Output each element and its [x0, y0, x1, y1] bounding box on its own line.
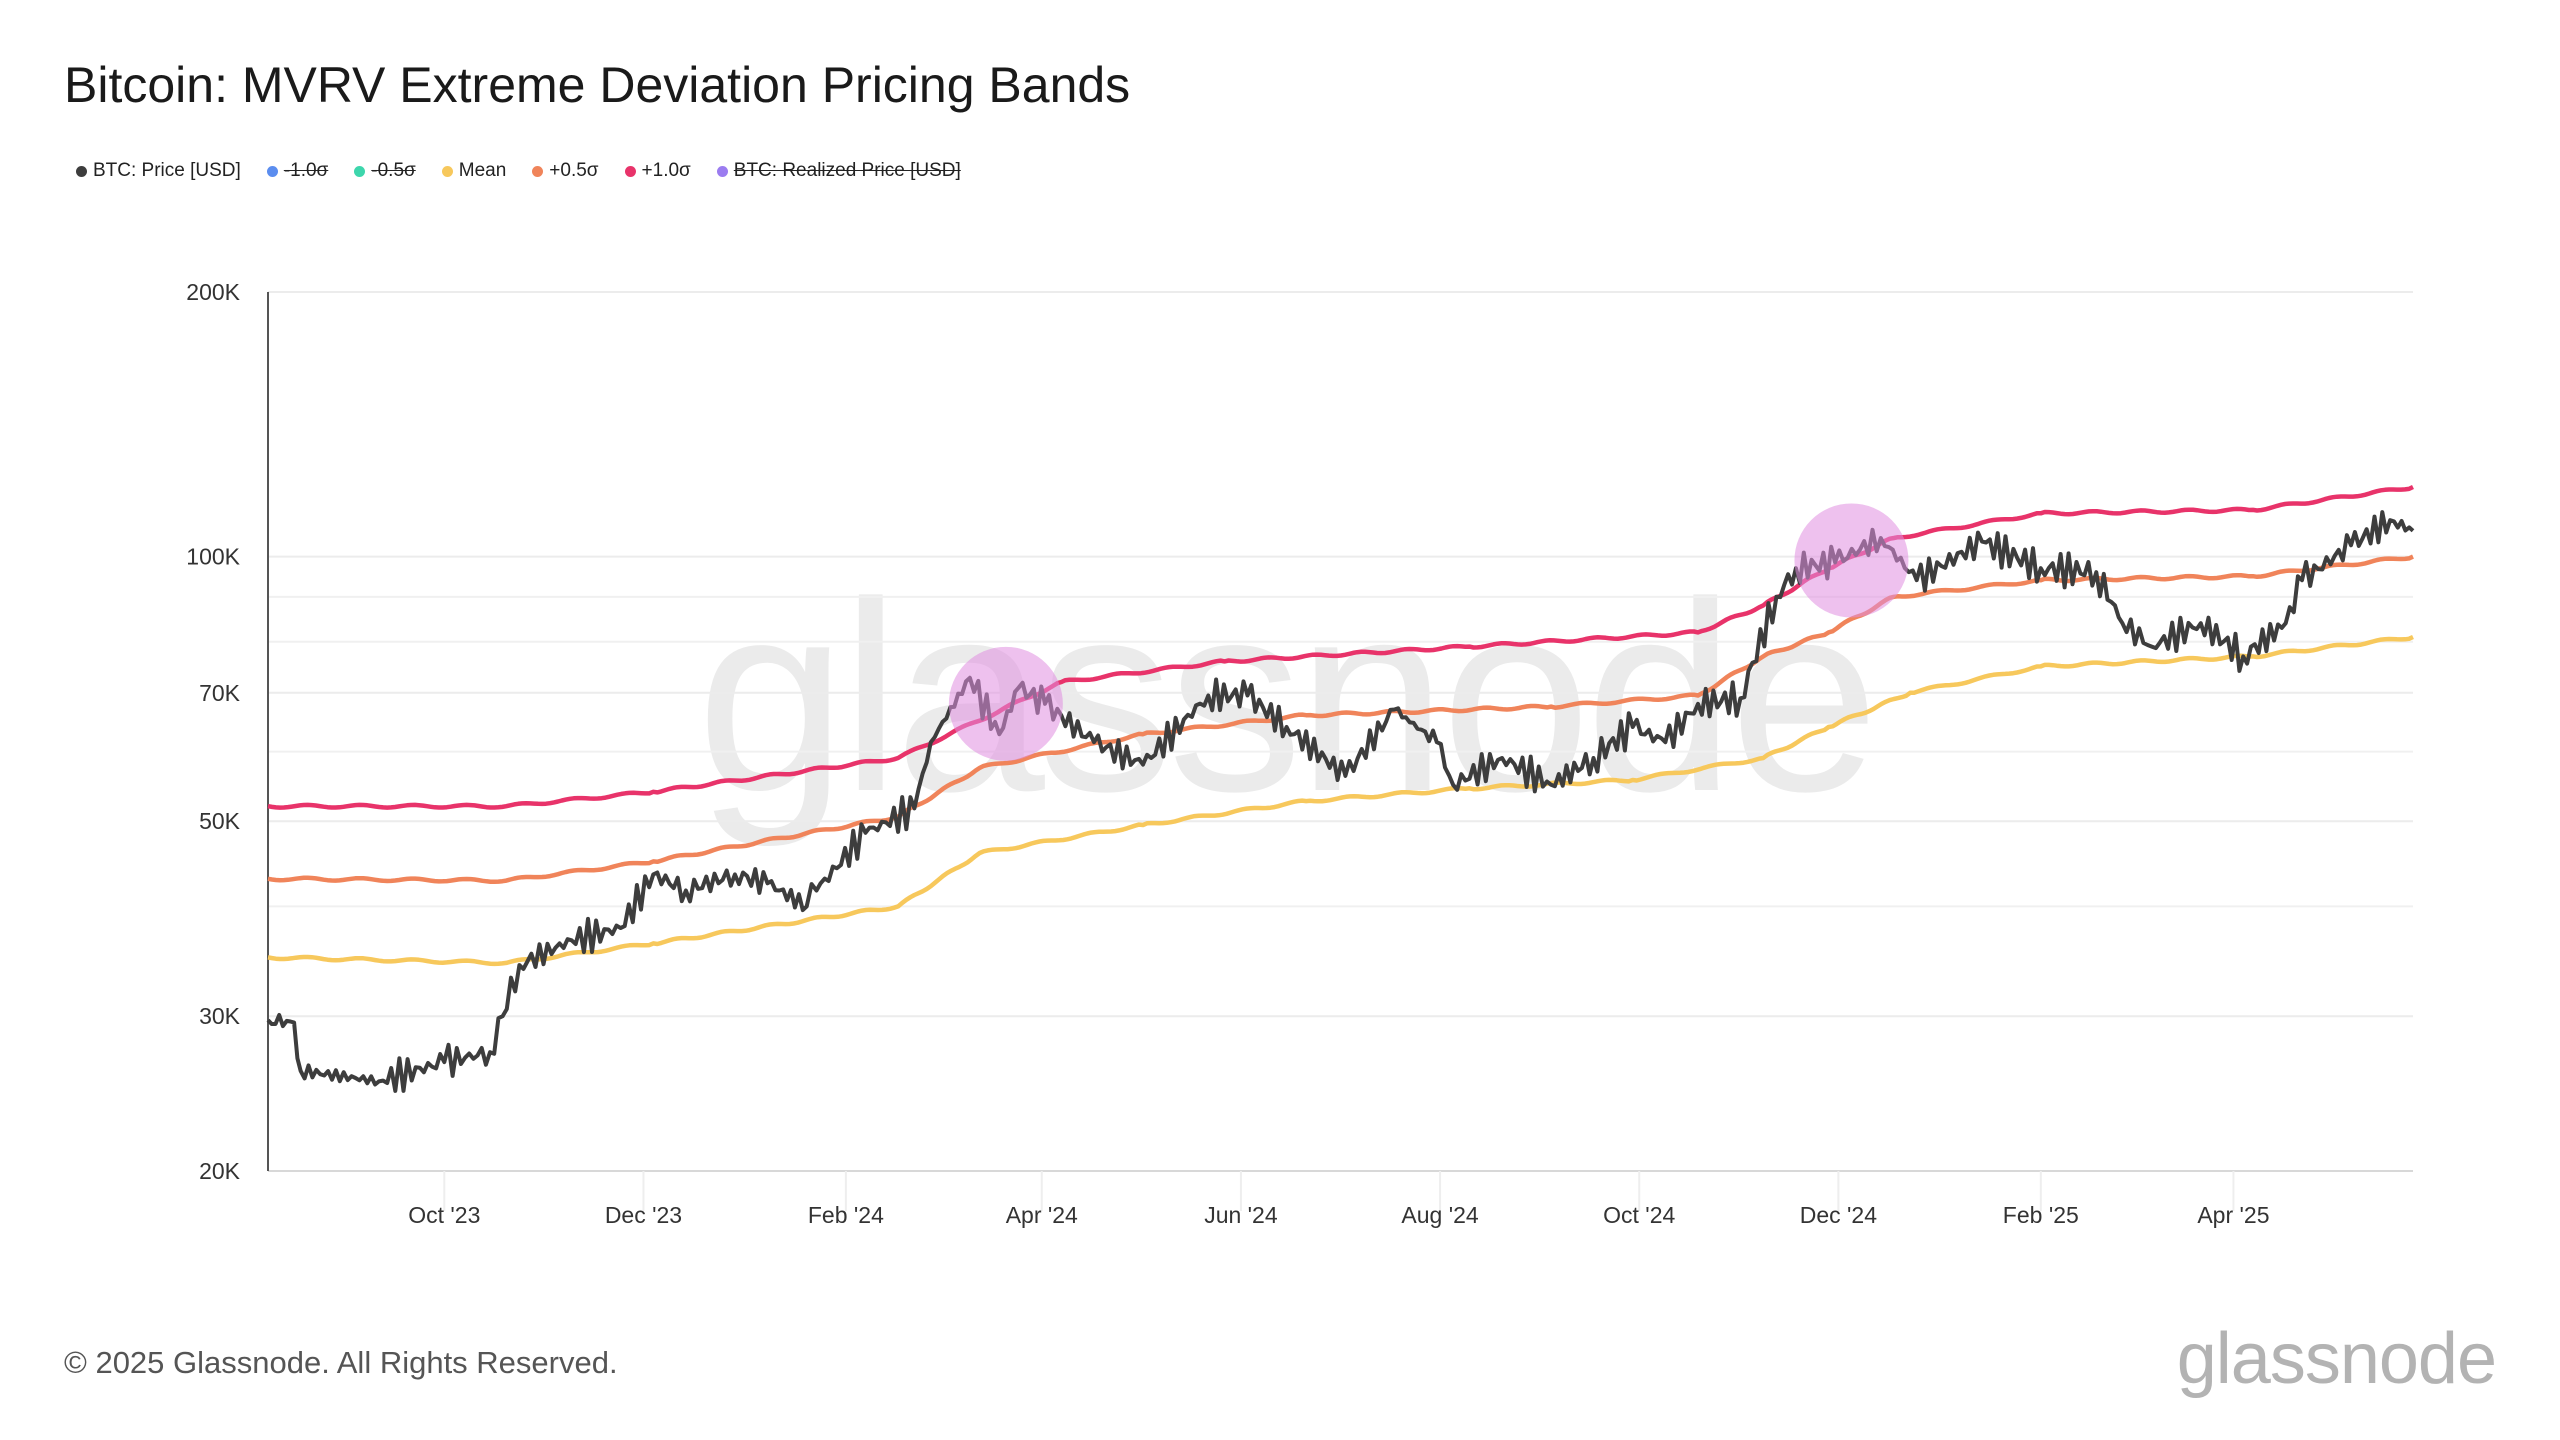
legend-dot-icon — [266, 165, 278, 177]
legend: BTC: Price [USD] -1.0σ -0.5σ Mean +0.5σ +1.0σ… — [76, 160, 961, 182]
highlight-circle — [1794, 503, 1909, 618]
legend-label: +0.5σ — [549, 160, 599, 181]
legend-item[interactable]: +1.0σ — [624, 160, 691, 182]
legend-item[interactable]: +0.5σ — [532, 160, 599, 182]
page-title: Bitcoin: MVRV Extreme Deviation Pricing … — [64, 57, 1131, 113]
x-tick-label: Dec '23 — [605, 1202, 682, 1228]
glassnode-logo: glassnode — [2176, 1319, 2497, 1399]
legend-dot-icon — [354, 165, 366, 177]
legend-item[interactable]: -1.0σ — [266, 160, 329, 182]
x-tick-label: Apr '25 — [2197, 1202, 2269, 1228]
series-line-btc-price-usd- — [266, 510, 2415, 1093]
highlights — [948, 503, 1909, 761]
y-tick-label: 100K — [186, 544, 240, 570]
legend-dot-icon — [716, 165, 728, 177]
x-tick-label: Aug '24 — [1401, 1202, 1478, 1228]
legend-item[interactable]: BTC: Realized Price [USD] — [716, 160, 961, 182]
legend-label: -0.5σ — [371, 160, 416, 181]
series-lines — [266, 484, 2415, 1093]
axes: 20K 30K 50K 70K 100K 200K Oct '23 Dec '23 Feb '2… — [186, 279, 2269, 1228]
legend-label: BTC: Price [USD] — [93, 160, 241, 181]
legend-item[interactable]: BTC: Price [USD] — [76, 160, 241, 182]
y-tick-label: 50K — [199, 808, 241, 834]
series-line-mean — [267, 634, 2414, 967]
legend-dot-icon — [532, 165, 544, 177]
legend-dot-icon — [624, 165, 636, 177]
legend-label: -1.0σ — [283, 160, 329, 181]
x-tick-label: Dec '24 — [1800, 1202, 1877, 1228]
copyright: © 2025 Glassnode. All Rights Reserved. — [64, 1345, 618, 1380]
legend-dot-icon — [441, 165, 453, 177]
legend-item[interactable]: -0.5σ — [354, 160, 416, 182]
legend-item[interactable]: Mean — [441, 160, 507, 182]
y-tick-label: 20K — [199, 1158, 241, 1184]
y-tick-label: 70K — [199, 680, 241, 706]
x-tick-label: Feb '24 — [808, 1202, 884, 1228]
x-tick-label: Oct '24 — [1603, 1202, 1675, 1228]
highlight-circle — [948, 646, 1063, 761]
gridlines — [268, 291, 2413, 1211]
x-tick-label: Apr '24 — [1006, 1202, 1078, 1228]
legend-label: Mean — [458, 160, 507, 181]
y-tick-label: 200K — [186, 279, 240, 305]
legend-label: BTC: Realized Price [USD] — [733, 160, 961, 181]
series-line--1-0- — [267, 484, 2414, 810]
y-tick-label: 30K — [199, 1003, 241, 1029]
x-tick-label: Feb '25 — [2003, 1202, 2079, 1228]
x-tick-label: Jun '24 — [1204, 1202, 1278, 1228]
legend-dot-icon — [76, 165, 87, 177]
x-tick-label: Oct '23 — [408, 1202, 480, 1228]
legend-label: +1.0σ — [641, 160, 691, 181]
